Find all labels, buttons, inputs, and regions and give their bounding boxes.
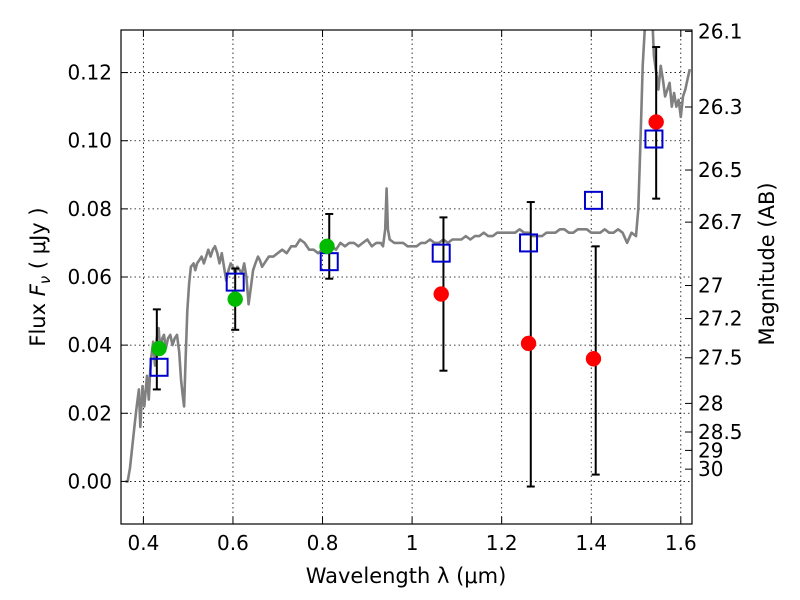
plot-content — [125, 30, 692, 488]
observed-point-marker — [319, 238, 335, 255]
x-tick-label: 0.8 — [307, 531, 339, 555]
y-axis-label-suffix: ( μJy ) — [26, 207, 50, 275]
y-tick-label: 0.10 — [67, 129, 112, 153]
model-square-marker — [225, 272, 245, 292]
model-square-marker — [644, 129, 664, 149]
model-square-marker — [583, 190, 603, 210]
y-tick-label: 0.02 — [67, 401, 112, 425]
axis-ticks: 0.4 0.6 0.8 1 1.2 1.4 1.6 0.00 0.02 0.04 0.06 0.08 0… — [67, 19, 742, 555]
right-tick-label: 30 — [698, 457, 723, 481]
right-tick-label: 27.5 — [698, 346, 743, 370]
observed-point-marker — [227, 291, 243, 307]
right-tick-label: 26.7 — [698, 210, 743, 234]
spectrum-line — [125, 30, 692, 483]
right-tick-label: 26.3 — [698, 95, 743, 119]
model-square-marker — [149, 357, 169, 377]
right-tick-label: 28 — [698, 391, 723, 415]
model-square-marker — [431, 243, 451, 263]
observed-point-marker — [648, 114, 664, 130]
x-tick-label: 1.4 — [575, 531, 607, 555]
x-axis-label: Wavelength λ (μm) — [306, 564, 507, 588]
y-tick-label: 0.00 — [67, 469, 112, 493]
right-axis-label: Magnitude (AB) — [755, 182, 779, 345]
right-tick-label: 26.1 — [698, 19, 743, 43]
y-axis-label: Flux Fν ( μJy ) — [26, 207, 54, 346]
x-tick-label: 1.6 — [665, 531, 697, 555]
x-tick-label: 1 — [406, 531, 419, 555]
observed-point-marker — [151, 340, 167, 357]
y-axis-label-subscript: ν — [36, 276, 54, 284]
x-tick-label: 1.2 — [486, 531, 518, 555]
model-square-marker — [519, 233, 539, 253]
y-tick-label: 0.04 — [67, 333, 112, 357]
x-tick-label: 0.6 — [217, 531, 249, 555]
y-axis-label-prefix: Flux — [26, 296, 50, 346]
y-tick-label: 0.06 — [67, 265, 112, 289]
right-tick-label: 27.2 — [698, 307, 743, 331]
right-tick-label: 29 — [698, 438, 723, 462]
right-tick-label: 26.5 — [698, 158, 743, 182]
y-axis-label-symbol: F — [26, 283, 50, 296]
observed-point-marker — [433, 286, 449, 302]
y-tick-label: 0.08 — [67, 197, 112, 221]
observed-point-marker — [520, 335, 537, 352]
right-tick-label: 28.5 — [698, 420, 743, 444]
observed-point-marker — [585, 351, 602, 367]
y-tick-label: 0.12 — [67, 61, 112, 85]
right-tick-label: 27 — [698, 274, 723, 298]
x-tick-label: 0.4 — [127, 531, 159, 555]
